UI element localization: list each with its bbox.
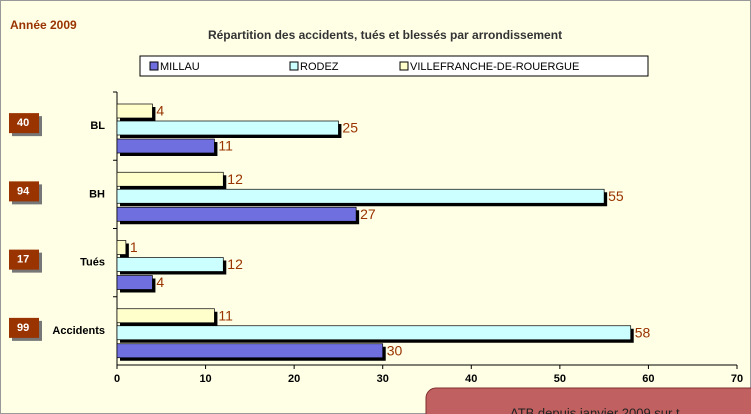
total-badge <box>9 113 39 134</box>
data-label: 4 <box>156 274 164 290</box>
data-label: 4 <box>156 103 164 119</box>
legend <box>139 55 649 77</box>
bar <box>116 188 605 204</box>
legend-swatch <box>289 61 299 71</box>
legend-swatch <box>149 61 159 71</box>
bar <box>116 240 127 255</box>
x-tick-label: 0 <box>114 373 120 385</box>
bar <box>116 171 224 187</box>
total-label: 17 <box>17 254 29 266</box>
bar <box>116 343 384 359</box>
x-tick-label: 20 <box>288 373 300 385</box>
bar <box>116 120 339 136</box>
data-label: 1 <box>130 239 138 255</box>
chart-title: Répartition des accidents, tués et bless… <box>208 28 562 42</box>
data-label: 58 <box>635 324 651 340</box>
bar <box>116 257 224 272</box>
x-tick-label: 50 <box>554 373 566 385</box>
data-label: 30 <box>387 342 403 358</box>
legend-label: MILLAU <box>160 61 200 73</box>
y-tick-label: Tués <box>80 257 105 269</box>
bar <box>116 275 153 290</box>
bar <box>116 138 215 154</box>
total-badge <box>9 181 39 202</box>
total-badge <box>9 249 39 270</box>
total-badge <box>9 317 39 338</box>
total-label: 94 <box>17 185 30 197</box>
y-tick-label: BL <box>90 120 105 132</box>
bar <box>116 308 215 324</box>
data-label: 27 <box>360 206 376 222</box>
data-label: 55 <box>608 188 624 204</box>
legend-label: VILLEFRANCHE-DE-ROUERGUE <box>410 61 579 73</box>
total-label: 40 <box>17 117 29 129</box>
total-label: 99 <box>17 322 29 334</box>
legend-swatch <box>399 61 409 71</box>
bar <box>116 325 632 341</box>
x-tick-label: 60 <box>642 373 654 385</box>
x-tick-label: 10 <box>199 373 211 385</box>
y-tick-label: Accidents <box>52 325 105 337</box>
note-box <box>425 387 751 414</box>
corner-label: Année 2009 <box>10 18 77 32</box>
data-label: 12 <box>227 256 243 272</box>
y-tick-label: BH <box>89 188 105 200</box>
bar <box>116 206 357 222</box>
x-tick-label: 30 <box>377 373 389 385</box>
legend-label: RODEZ <box>300 61 339 73</box>
bar <box>116 103 153 119</box>
data-label: 12 <box>227 171 243 187</box>
data-label: 25 <box>342 120 358 136</box>
x-tick-label: 70 <box>731 373 743 385</box>
note: ATB depuis janvier 2009 sur t <box>510 405 680 414</box>
x-tick-label: 40 <box>465 373 477 385</box>
data-label: 11 <box>218 307 233 323</box>
data-label: 11 <box>218 138 233 154</box>
